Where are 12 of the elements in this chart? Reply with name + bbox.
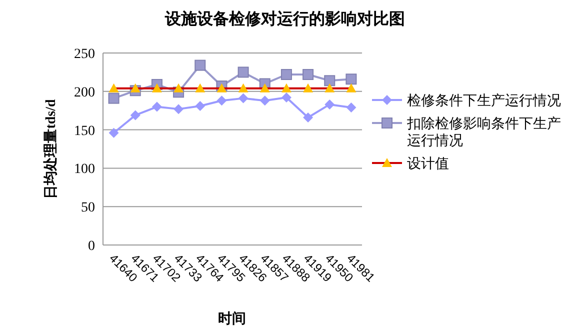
legend-label: 检修条件下生产运行情况 bbox=[407, 92, 561, 108]
y-tick-label: 250 bbox=[74, 47, 95, 62]
y-tick-label: 50 bbox=[81, 200, 95, 216]
legend-label: 扣除检修影响条件下生产运行情况 bbox=[406, 115, 561, 148]
y-tick-label: 100 bbox=[74, 162, 95, 178]
legend-label: 设计值 bbox=[407, 155, 449, 171]
chart-title: 设施设备检修对运行的影响对比图 bbox=[164, 10, 405, 28]
y-tick-label: 0 bbox=[88, 239, 95, 254]
y-tick-label: 150 bbox=[74, 124, 95, 139]
y-tick-label: 200 bbox=[74, 85, 95, 100]
x-axis-title: 时间 bbox=[218, 310, 246, 326]
y-axis-title: 日均处理量tds/d bbox=[43, 99, 59, 199]
